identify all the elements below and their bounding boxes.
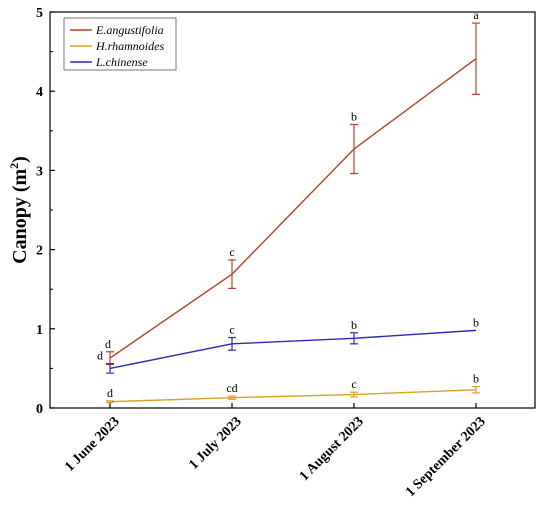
x-tick-label-3: 1 September 2023: [403, 414, 489, 500]
y-tick-label-1: 1: [36, 323, 43, 338]
sig-label-1-2: c: [351, 377, 356, 391]
y-tick-label-4: 4: [36, 85, 43, 100]
series-line-1: [109, 389, 477, 403]
sig-label-1-0: d: [107, 386, 113, 400]
y-axis-title-main: Canopy (m: [9, 168, 31, 263]
y-tick-label-3: 3: [36, 164, 43, 179]
sig-label-2-1: c: [229, 323, 234, 337]
x-tick-label-0: 1 June 2023: [62, 414, 123, 475]
sig-label-1-3: b: [473, 372, 479, 386]
series-layer: d c b a d cd c b d c b b: [97, 8, 480, 404]
legend: E.angustifolia H.rhamnoides L.chinense: [63, 17, 177, 71]
series-1: d cd c b: [106, 372, 480, 404]
x-tick-label-1: 1 July 2023: [186, 414, 244, 472]
y-tick-label-0: 0: [36, 402, 43, 417]
y-axis-title-close: ): [9, 156, 31, 163]
series-0: d c b a: [105, 8, 480, 366]
sig-label-1-1: cd: [226, 381, 237, 395]
y-axis-title: Canopy (m2): [7, 156, 31, 264]
legend-label-2: L.chinense: [95, 55, 148, 69]
sig-label-2-3: b: [473, 315, 479, 329]
y-tick-label-2: 2: [36, 244, 43, 259]
sig-label-0-0: d: [105, 337, 111, 351]
sig-label-2-2: b: [351, 318, 357, 332]
y-axis-title-sup: 2: [7, 163, 21, 169]
sig-label-0-2: b: [351, 109, 357, 123]
sig-label-0-1: c: [229, 245, 234, 259]
series-line-2: [109, 329, 477, 370]
y-axis: 0 1 2 3 4 5: [36, 6, 55, 417]
sig-label-2-0: d: [97, 349, 103, 363]
y-tick-label-5: 5: [36, 6, 43, 21]
series-2: d c b b: [97, 315, 479, 374]
legend-label-0: E.angustifolia: [95, 23, 164, 37]
legend-label-1: H.rhamnoides: [95, 39, 164, 53]
x-axis: 1 June 2023 1 July 2023 1 August 2023 1 Sep…: [62, 403, 489, 500]
x-tick-label-2: 1 August 2023: [297, 414, 367, 484]
series-line-0: [109, 58, 477, 359]
sig-label-0-3: a: [473, 8, 479, 22]
